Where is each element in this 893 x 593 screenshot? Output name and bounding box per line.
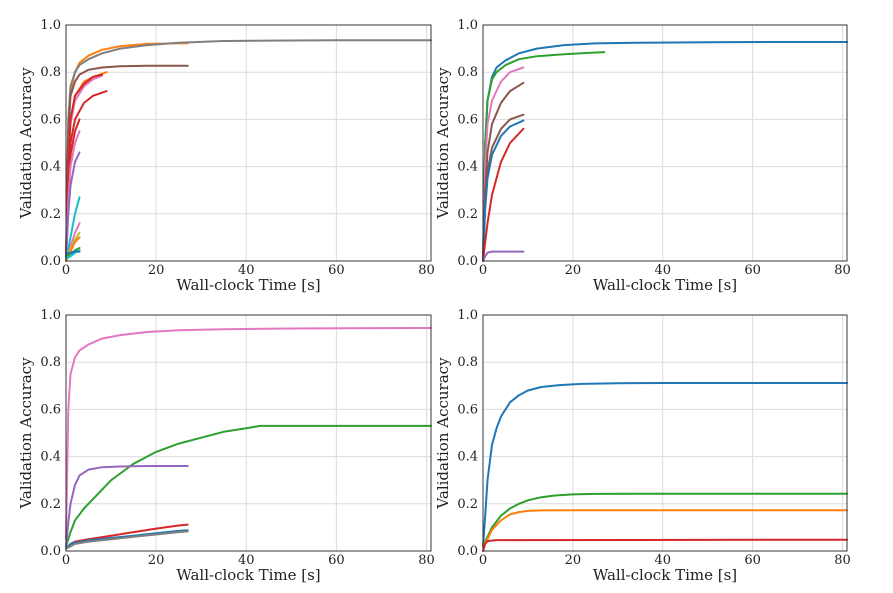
x-tick-label: 80 <box>418 553 435 568</box>
x-axis-label: Wall-clock Time [s] <box>593 276 737 294</box>
x-axis-label: Wall-clock Time [s] <box>176 276 320 294</box>
y-tick-label: 1.0 <box>457 18 478 33</box>
series-line-5 <box>65 529 189 550</box>
plot-frame <box>482 24 848 262</box>
series-line-6 <box>65 73 103 262</box>
x-tick-label: 60 <box>328 553 345 568</box>
series-line-1 <box>482 41 848 262</box>
y-tick-label: 0.2 <box>40 497 61 512</box>
series-line-3 <box>65 465 189 548</box>
x-tick-label: 20 <box>148 263 165 278</box>
y-tick-label: 0.0 <box>457 544 478 559</box>
series-line-2 <box>65 39 432 262</box>
y-tick-label: 0.6 <box>40 112 61 127</box>
y-tick-label: 0.2 <box>457 207 478 222</box>
x-axis-label: Wall-clock Time [s] <box>176 566 320 584</box>
series-line-6 <box>482 119 525 262</box>
series-line-3 <box>482 66 525 262</box>
x-tick-label: 40 <box>238 553 255 568</box>
y-tick-label: 0.8 <box>457 355 478 370</box>
y-tick-label: 0.8 <box>457 65 478 80</box>
x-tick-label: 80 <box>418 263 435 278</box>
y-tick-label: 0.0 <box>40 254 61 269</box>
y-tick-label: 0.2 <box>40 207 61 222</box>
series-line-10 <box>65 151 81 262</box>
series-line-1 <box>65 327 432 541</box>
x-tick-label: 40 <box>654 263 671 278</box>
y-axis-label: Validation Accuracy <box>434 357 452 510</box>
y-tick-label: 0.6 <box>457 112 478 127</box>
series-line-3 <box>482 509 848 548</box>
y-axis-label: Validation Accuracy <box>17 67 35 220</box>
y-tick-label: 0.4 <box>40 450 61 465</box>
y-tick-label: 0.8 <box>40 65 61 80</box>
y-tick-label: 0.6 <box>457 402 478 417</box>
plot-frame <box>65 314 432 552</box>
series-line-1 <box>65 42 189 262</box>
y-axis-label: Validation Accuracy <box>17 357 35 510</box>
series-line-11 <box>65 196 81 262</box>
series-line-6 <box>65 530 189 550</box>
chart-panel-3: 0 20 40 60 80 0.0 0.2 0.4 0.6 0.8 1.0 Wall-clock Ti… <box>17 308 435 584</box>
x-tick-label: 0 <box>62 263 70 278</box>
y-tick-label: 1.0 <box>40 308 61 323</box>
series-line-1 <box>482 382 848 548</box>
y-tick-label: 0.2 <box>457 497 478 512</box>
chart-panel-2: 0 20 40 60 80 0.0 0.2 0.4 0.6 0.8 1.0 Wall-clock Ti… <box>434 18 851 294</box>
x-tick-label: 20 <box>565 263 582 278</box>
plot-frame <box>482 314 848 552</box>
x-tick-label: 0 <box>479 263 487 278</box>
x-tick-label: 60 <box>328 263 345 278</box>
series-line-3 <box>65 64 189 262</box>
x-tick-label: 60 <box>744 553 761 568</box>
x-tick-label: 40 <box>654 553 671 568</box>
series-line-2 <box>482 51 606 262</box>
y-tick-label: 0.4 <box>457 160 478 175</box>
series-line-7 <box>482 127 525 262</box>
chart-panel-1: 0 20 40 60 80 0.0 0.2 0.4 0.6 0.8 1.0 Wall-clock Ti… <box>17 18 435 294</box>
x-tick-label: 40 <box>238 263 255 278</box>
y-tick-label: 1.0 <box>457 308 478 323</box>
series-line-17 <box>65 250 81 255</box>
x-tick-label: 0 <box>479 553 487 568</box>
x-tick-label: 20 <box>565 553 582 568</box>
y-tick-label: 0.4 <box>457 450 478 465</box>
y-tick-label: 0.4 <box>40 160 61 175</box>
series-line-4 <box>482 538 848 552</box>
y-tick-label: 0.0 <box>40 544 61 559</box>
series-line-8 <box>482 250 525 262</box>
x-tick-label: 80 <box>834 263 851 278</box>
series-line-2 <box>482 492 848 548</box>
series-line-14 <box>65 236 81 262</box>
x-tick-label: 60 <box>744 263 761 278</box>
x-tick-label: 0 <box>62 553 70 568</box>
plot-frame <box>65 24 432 262</box>
y-tick-label: 0.0 <box>457 254 478 269</box>
y-axis-label: Validation Accuracy <box>434 67 452 220</box>
x-axis-label: Wall-clock Time [s] <box>593 566 737 584</box>
y-tick-label: 1.0 <box>40 18 61 33</box>
y-tick-label: 0.8 <box>40 355 61 370</box>
x-tick-label: 80 <box>834 553 851 568</box>
x-tick-label: 20 <box>148 553 165 568</box>
series-line-2 <box>65 424 432 548</box>
y-tick-label: 0.6 <box>40 402 61 417</box>
chart-panel-4: 0 20 40 60 80 0.0 0.2 0.4 0.6 0.8 1.0 Wall-clock Ti… <box>434 308 851 584</box>
